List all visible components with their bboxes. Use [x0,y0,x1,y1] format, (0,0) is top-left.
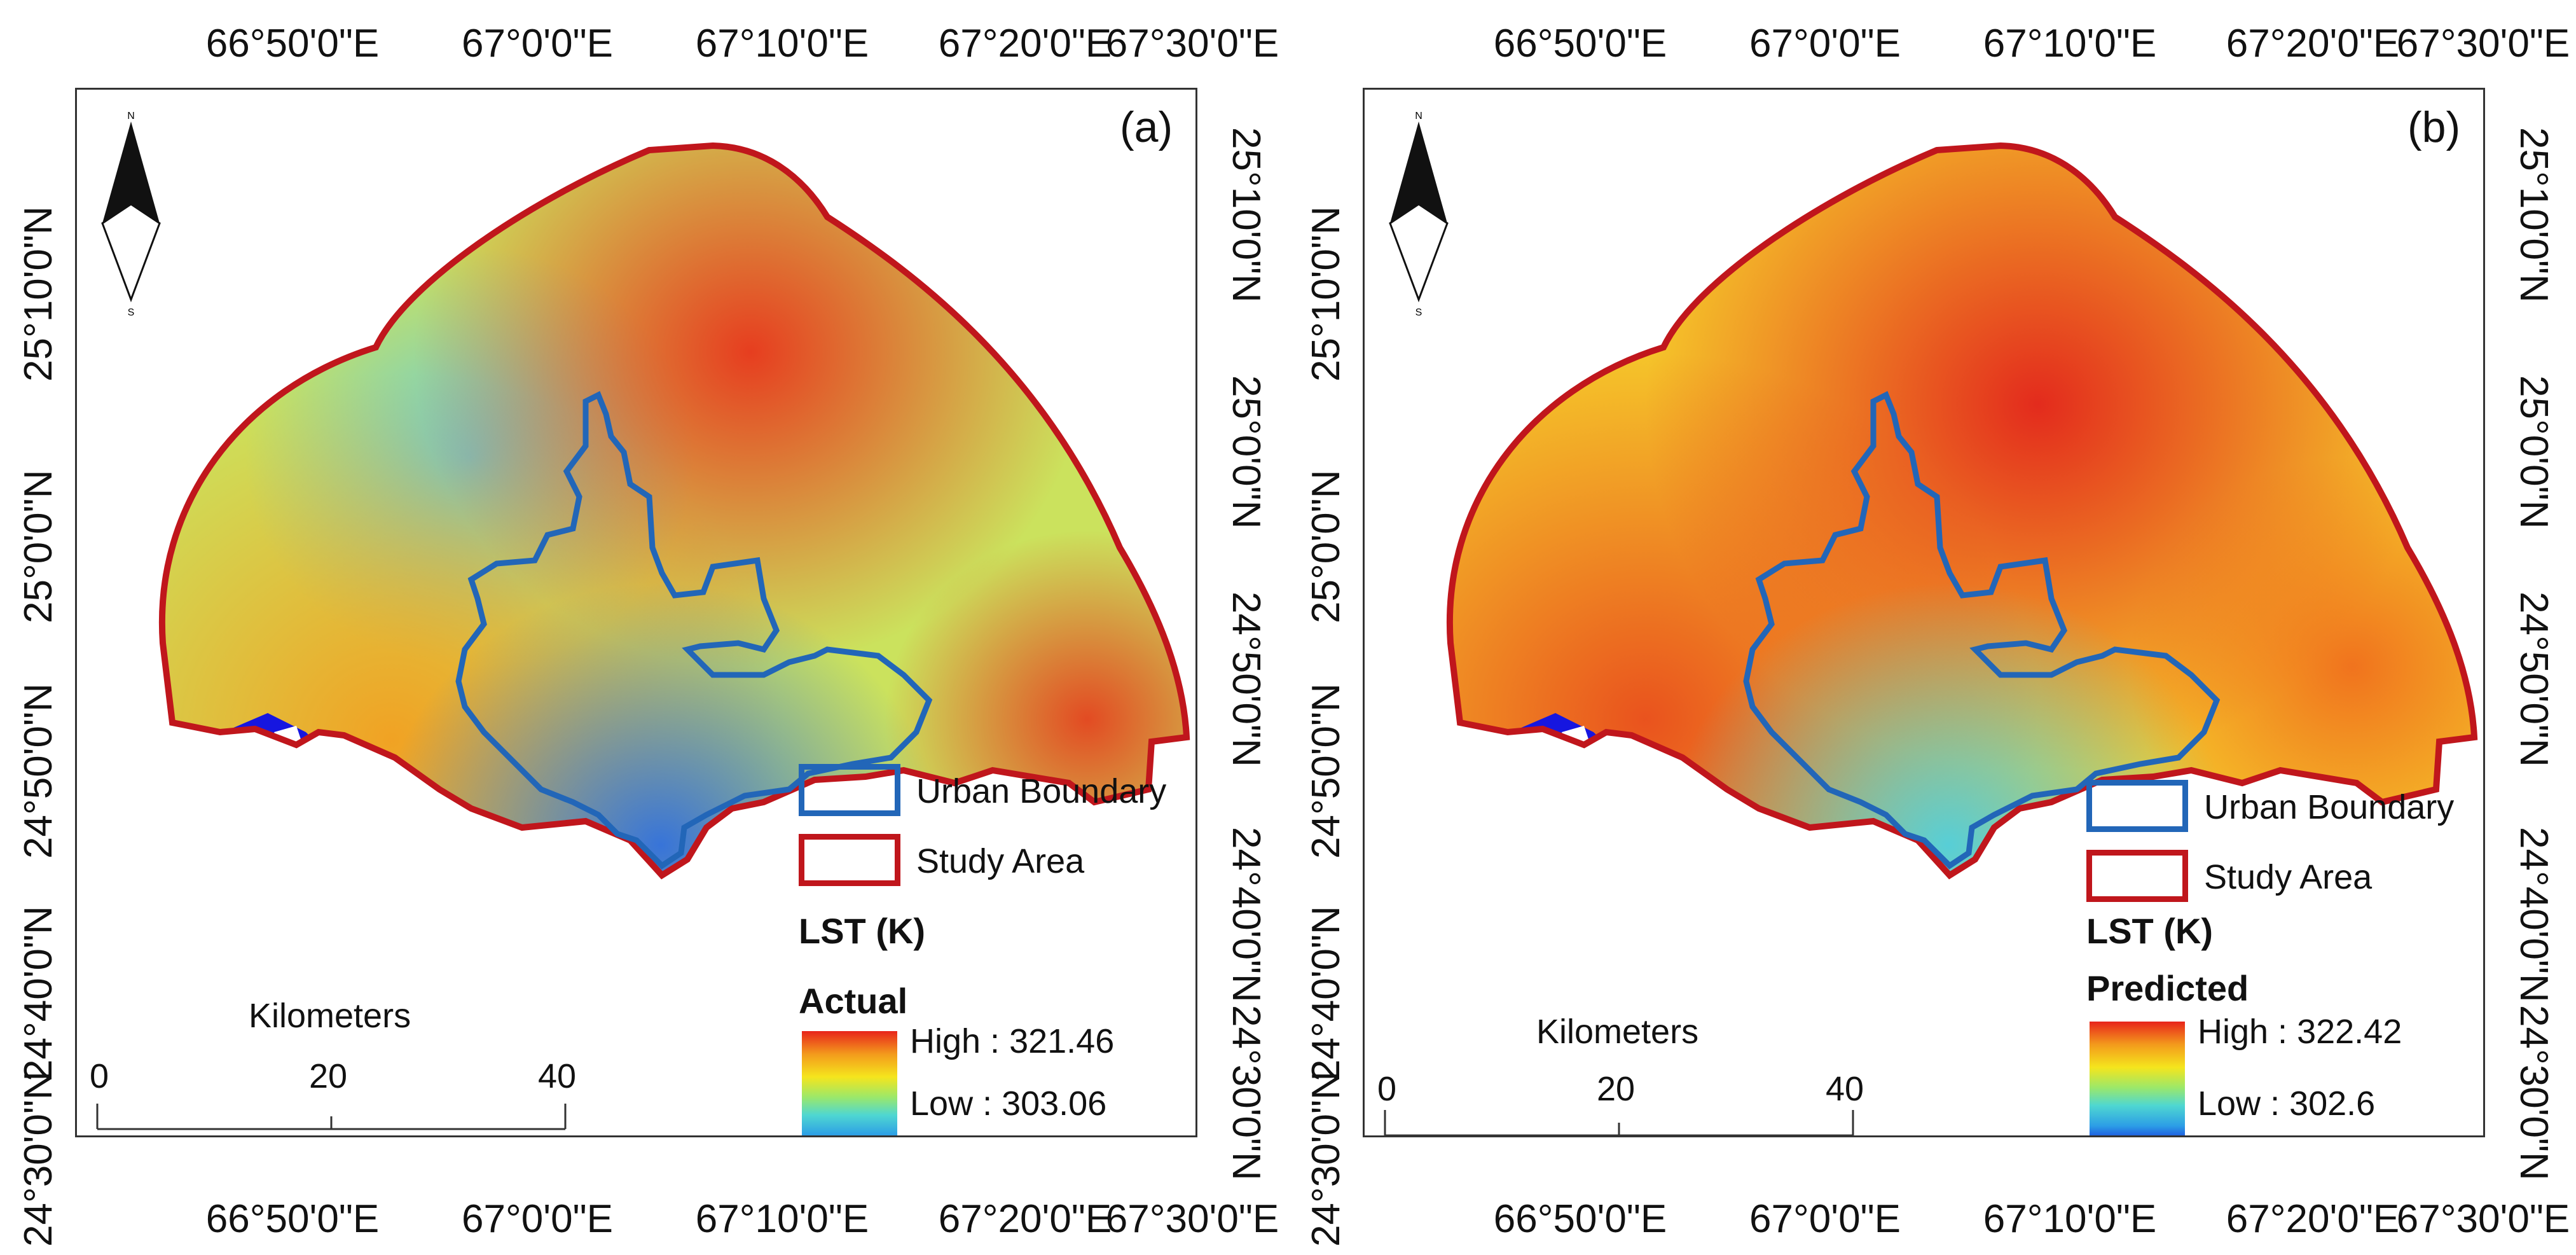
lat-label-right: 25°0'0"N [2512,375,2556,529]
scale-tick-40: 40 [538,1057,577,1095]
lat-label-left: 24°30'0"N [1304,1071,1348,1247]
scale-title: Kilometers [1536,1013,1699,1051]
legend-high: High : 321.46 [910,1022,1115,1060]
lon-label-bottom: 67°0'0"E [1749,1197,1901,1241]
panel-letter: (b) [2407,103,2461,151]
study-area-boundary [158,142,1190,880]
lon-label-top: 67°0'0"E [1749,22,1901,66]
urban-boundary [1743,391,2221,870]
lon-label-top: 66°50'0"E [1493,22,1667,66]
urban-boundary-swatch [799,764,900,816]
lon-label-bottom: 67°30'0"E [2396,1197,2570,1241]
legend-lst-title: LST (K) [799,911,926,951]
lon-label-bottom: 67°10'0"E [695,1197,869,1241]
lat-label-left: 25°0'0"N [17,469,60,623]
lon-label-top: 67°30'0"E [1105,22,1279,66]
lon-label-top: 67°20'0"E [2226,22,2400,66]
urban-boundary [455,391,933,870]
lat-label-right: 24°50'0"N [2512,592,2556,767]
legend-subtitle: Actual [799,981,908,1021]
scale-tick-20: 20 [1597,1070,1636,1108]
north-arrow-icon: N S [101,111,161,318]
legend-study-area: Study Area [916,842,1085,880]
lon-label-top: 66°50'0"E [205,22,380,66]
legend-subtitle: Predicted [2086,968,2249,1008]
urban-boundary-swatch [2086,780,2188,832]
lat-label-left: 24°50'0"N [17,683,60,859]
map-frame: N S (a) Urban Boundary Study Area LST (K… [75,88,1197,1137]
north-label: N [127,111,135,121]
scale-tick-20: 20 [309,1057,348,1095]
lat-label-left: 24°30'0"N [17,1071,60,1247]
study-area-swatch [2086,850,2188,902]
lst-map-predicted [1446,142,2478,880]
lon-label-top: 67°10'0"E [1983,22,2157,66]
color-ramp [2090,1022,2185,1135]
lon-label-bottom: 67°30'0"E [1105,1197,1279,1241]
lat-label-right: 25°0'0"N [1224,375,1268,529]
legend-study-area: Study Area [2204,858,2373,896]
north-arrow-icon: N S [1389,111,1449,318]
lon-label-bottom: 66°50'0"E [1493,1197,1667,1241]
lon-label-bottom: 66°50'0"E [205,1197,380,1241]
lat-label-right: 24°40'0"N [2512,827,2556,1002]
study-area-boundary [1446,142,2478,880]
lat-label-right: 25°10'0"N [1224,127,1268,303]
legend-low: Low : 302.6 [2198,1085,2376,1123]
lon-label-top: 67°0'0"E [462,22,613,66]
lat-label-left: 24°40'0"N [1304,906,1348,1081]
lon-label-bottom: 67°20'0"E [938,1197,1112,1241]
lat-label-right: 24°40'0"N [1224,827,1268,1002]
legend-urban-boundary: Urban Boundary [916,772,1167,810]
lat-label-left: 24°40'0"N [17,906,60,1081]
map-panel-actual: 66°50'0"E 67°0'0"E 67°10'0"E 67°20'0"E 6… [17,22,1279,1247]
map-frame: N S (b) Urban Boundary Study Area LST (K… [1363,88,2485,1137]
study-area-swatch [799,834,900,886]
legend-urban-boundary: Urban Boundary [2204,788,2455,826]
lon-label-top: 67°20'0"E [938,22,1112,66]
scale-bar [1384,1110,1854,1135]
scale-tick-0: 0 [1377,1070,1397,1108]
panel-letter: (a) [1120,103,1173,151]
scale-tick-0: 0 [90,1057,109,1095]
lon-label-bottom: 67°10'0"E [1983,1197,2157,1241]
lat-label-left: 24°50'0"N [1304,683,1348,859]
lat-label-right: 24°30'0"N [1224,1005,1268,1181]
legend-low: Low : 303.06 [910,1085,1107,1123]
lon-label-top: 67°10'0"E [695,22,869,66]
lat-label-left: 25°0'0"N [1304,469,1348,623]
lat-label-right: 24°30'0"N [2512,1005,2556,1181]
lon-label-bottom: 67°20'0"E [2226,1197,2400,1241]
south-label: S [128,307,135,318]
north-label: N [1415,111,1422,121]
lat-label-left: 25°10'0"N [17,206,60,382]
scale-tick-40: 40 [1826,1070,1864,1108]
lon-label-bottom: 67°0'0"E [462,1197,613,1241]
lat-label-left: 25°10'0"N [1304,206,1348,382]
color-ramp [802,1031,897,1135]
south-label: S [1415,307,1422,318]
scale-bar [96,1104,567,1130]
legend-lst-title: LST (K) [2086,911,2214,951]
map-panel-predicted: 66°50'0"E 67°0'0"E 67°10'0"E 67°20'0"E 6… [1288,0,2575,1255]
lon-label-top: 67°30'0"E [2396,22,2570,66]
lat-label-right: 24°50'0"N [1224,592,1268,767]
lst-map-actual [158,142,1190,880]
legend-high: High : 322.42 [2198,1013,2402,1051]
lst-raster [162,146,1187,875]
lst-raster [1449,146,2474,875]
lat-label-right: 25°10'0"N [2512,127,2556,303]
scale-title: Kilometers [249,997,411,1035]
